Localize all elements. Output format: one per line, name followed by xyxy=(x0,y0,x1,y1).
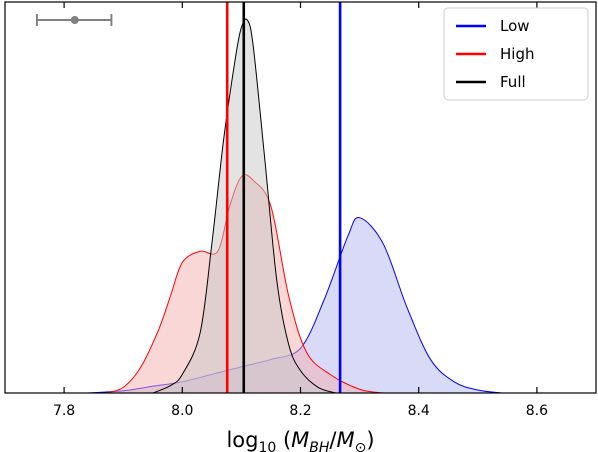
x-axis-label: log10 (MBH/M⊙) xyxy=(226,428,374,452)
x-tick-label: 8.2 xyxy=(289,403,311,419)
error-bar-point xyxy=(70,16,79,24)
legend: Low High Full xyxy=(443,7,589,101)
x-axis-ticks: 7.8 8.0 8.2 8.4 8.6 xyxy=(53,2,548,419)
density-areas xyxy=(87,18,502,394)
legend-label-full: Full xyxy=(500,73,526,91)
legend-label-low: Low xyxy=(500,17,530,35)
area-low xyxy=(87,217,502,393)
x-tick-label: 8.0 xyxy=(171,403,193,419)
median-lines xyxy=(225,2,342,393)
legend-label-high: High xyxy=(500,45,534,63)
x-tick-label: 7.8 xyxy=(53,403,75,419)
x-tick-label: 8.4 xyxy=(408,403,430,419)
x-tick-label: 8.6 xyxy=(526,403,548,419)
error-bar xyxy=(35,14,113,26)
legend-box xyxy=(443,7,589,101)
